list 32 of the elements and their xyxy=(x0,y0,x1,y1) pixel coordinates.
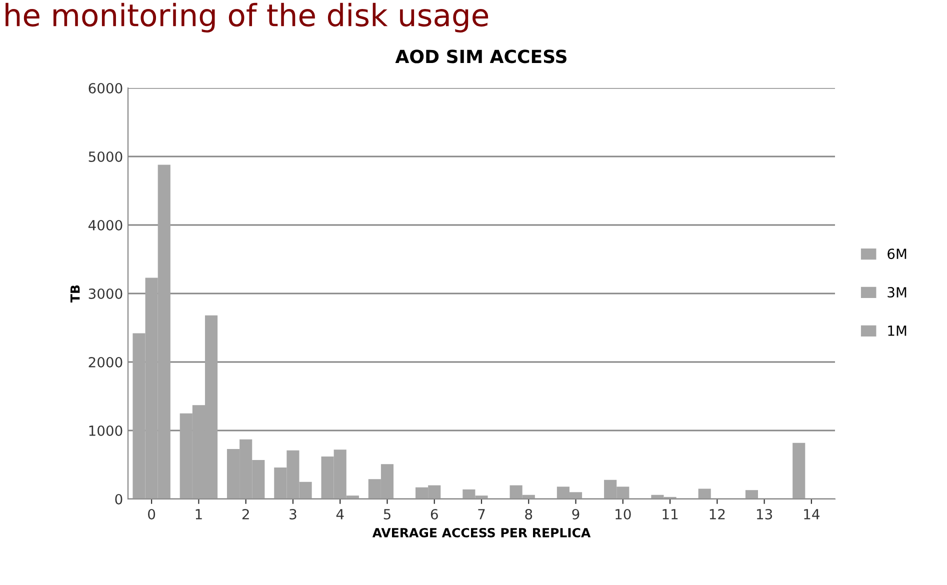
bar xyxy=(792,442,806,499)
x-axis-title: AVERAGE ACCESS PER REPLICA xyxy=(372,528,591,538)
y-tick-label: 2000 xyxy=(88,356,122,368)
y-axis-title: TB xyxy=(70,285,80,302)
x-tick-label: 6 xyxy=(430,508,438,520)
y-tick-label: 6000 xyxy=(88,82,122,94)
x-tick-label: 9 xyxy=(572,508,580,520)
legend-label: 3M xyxy=(888,287,906,298)
legend-label: 6M xyxy=(888,248,906,260)
y-tick-label: 4000 xyxy=(88,220,122,230)
chart-title: AOD SIM ACCESS xyxy=(395,50,566,64)
x-tick-label: 7 xyxy=(478,509,485,520)
x-tick-label: 3 xyxy=(290,508,296,520)
x-tick-label: 4 xyxy=(336,509,344,520)
x-tick-label: 14 xyxy=(804,509,820,520)
x-tick-label: 2 xyxy=(242,508,249,520)
chart-subtitle: he monitoring of the disk usage xyxy=(6,2,488,32)
x-tick-label: 1 xyxy=(196,509,202,520)
y-tick-label: 0 xyxy=(115,494,122,504)
y-tick-label: 5000 xyxy=(88,151,122,162)
x-tick-label: 8 xyxy=(525,508,532,520)
x-tick-label: 0 xyxy=(148,508,156,520)
x-tick-label: 10 xyxy=(616,508,631,520)
bar xyxy=(745,490,758,499)
y-tick-label: 3000 xyxy=(88,288,122,299)
x-tick-label: 11 xyxy=(662,509,678,520)
x-tick-label: 5 xyxy=(384,509,390,520)
y-tick-label: 1000 xyxy=(89,425,122,436)
bar xyxy=(698,488,711,499)
legend-label: 1M xyxy=(888,326,906,336)
x-tick-label: 13 xyxy=(756,508,772,520)
x-tick-label: 12 xyxy=(710,508,725,520)
